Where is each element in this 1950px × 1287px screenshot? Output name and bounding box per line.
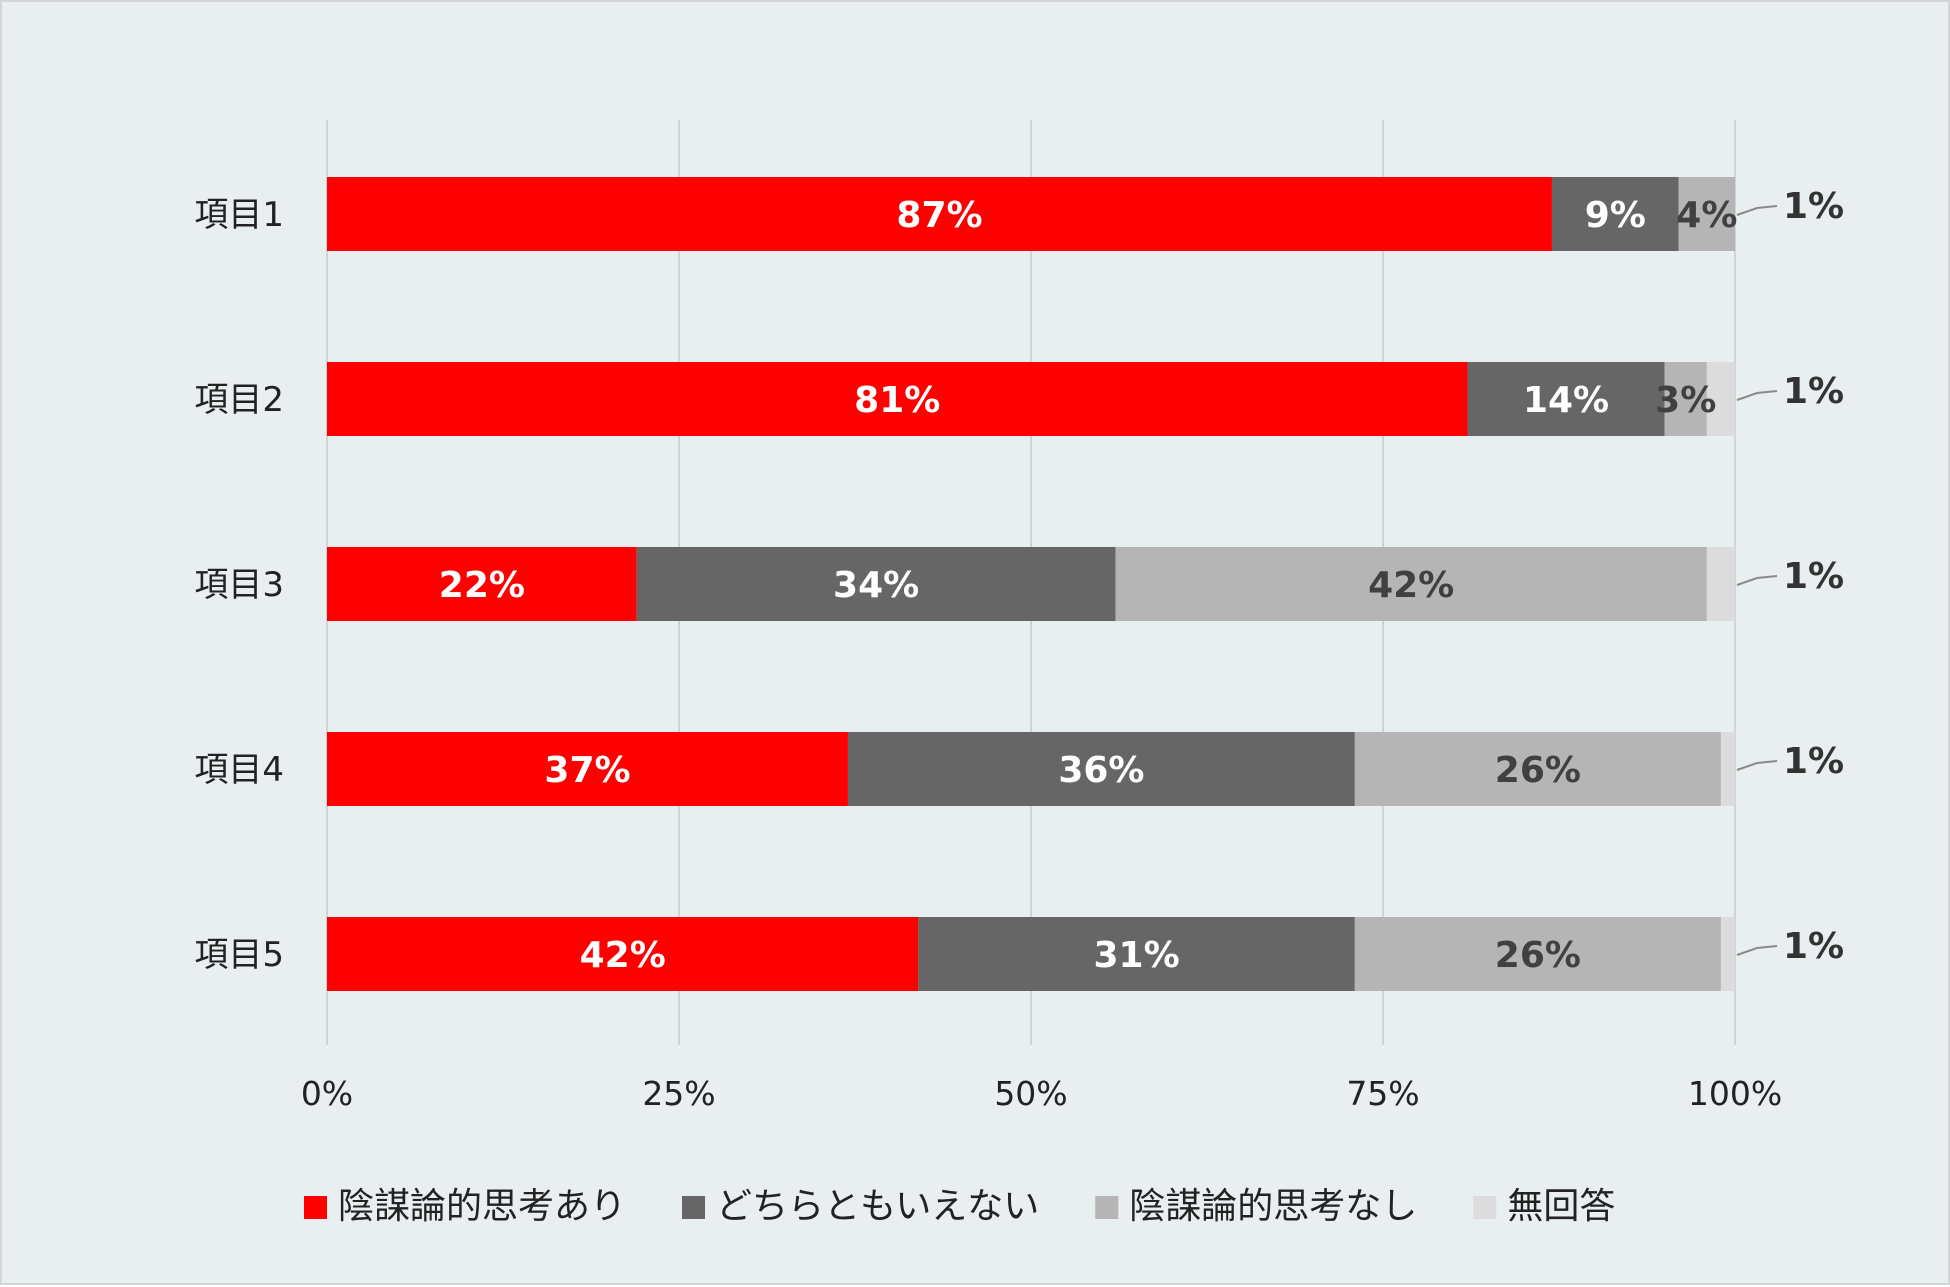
bar-segment: [636, 547, 1116, 621]
data-label: 22%: [439, 565, 525, 606]
data-label-outside: 1%: [1783, 186, 1844, 227]
data-label: 36%: [1058, 750, 1144, 791]
bar-segment: [918, 917, 1355, 991]
data-label: 3%: [1655, 380, 1716, 421]
data-label: 37%: [544, 750, 630, 791]
data-label: 31%: [1094, 935, 1180, 976]
bar-segment: [1354, 732, 1721, 806]
bar-segment: [327, 362, 1468, 436]
legend-label: 陰謀論的思考なし: [1129, 1186, 1417, 1227]
data-label: 87%: [896, 195, 982, 236]
data-label: 34%: [833, 565, 919, 606]
bar-segment: [327, 732, 848, 806]
x-tick-label: 0%: [301, 1074, 353, 1113]
label-layer: 87% 9% 4% 1% 81% 14% 3% 1% 22% 34% 42% 1% 37% 36% 26% 1…: [439, 186, 1844, 976]
legend: 陰謀論的思考あり どちらともいえない 陰謀論的思考なし 無回答: [304, 1186, 1615, 1227]
category-label: 項目1: [194, 195, 284, 235]
data-label-outside: 1%: [1783, 556, 1844, 597]
category-label: 項目2: [194, 380, 284, 420]
category-label: 項目5: [194, 935, 284, 975]
legend-label: 陰謀論的思考あり: [338, 1186, 626, 1227]
bar-segment: [1467, 362, 1665, 436]
legend-swatch: [1473, 1196, 1497, 1219]
legend-label: どちらともいえない: [716, 1186, 1039, 1227]
data-label: 9%: [1585, 195, 1646, 236]
data-label: 26%: [1495, 935, 1581, 976]
bar-segment: [1720, 732, 1735, 806]
legend-swatch: [682, 1196, 706, 1219]
data-label: 14%: [1523, 380, 1609, 421]
data-label: 42%: [1368, 565, 1454, 606]
bar-segment: [847, 732, 1355, 806]
leader-line: [1736, 575, 1778, 586]
leader-line: [1736, 945, 1778, 956]
bar-segment: [1706, 362, 1735, 436]
axis-layer: 0% 25% 50% 75% 100% 項目1 項目2 項目3 項目4 項目5: [194, 195, 1782, 1113]
bar-segment: [1720, 917, 1735, 991]
x-tick-label: 50%: [994, 1074, 1067, 1113]
data-label: 81%: [854, 380, 940, 421]
x-tick-label: 25%: [642, 1074, 715, 1113]
leader-line: [1736, 390, 1778, 401]
bar-segment: [327, 177, 1552, 251]
data-label-outside: 1%: [1783, 371, 1844, 412]
legend-swatch: [304, 1196, 327, 1219]
category-label: 項目3: [194, 565, 284, 605]
data-label-outside: 1%: [1783, 926, 1844, 967]
bar-segment: [1678, 177, 1735, 251]
bar-segment: [1115, 547, 1707, 621]
bar-segment: [327, 917, 919, 991]
data-label-outside: 1%: [1783, 741, 1844, 782]
leader-line: [1736, 760, 1778, 771]
bar-segment: [1354, 917, 1721, 991]
bar-segment: [1551, 177, 1679, 251]
leader-line: [1736, 205, 1778, 216]
x-tick-label: 75%: [1346, 1074, 1419, 1113]
category-label: 項目4: [194, 750, 284, 790]
legend-label: 無回答: [1507, 1186, 1615, 1227]
bar-segment: [327, 547, 637, 621]
bar-segment: [1706, 547, 1735, 621]
legend-swatch: [1095, 1196, 1119, 1219]
data-label: 42%: [580, 935, 666, 976]
data-label: 4%: [1676, 195, 1737, 236]
bar-layer: [327, 177, 1735, 991]
data-label: 26%: [1495, 750, 1581, 791]
bar-segment: [1664, 362, 1707, 436]
x-tick-label: 100%: [1688, 1074, 1782, 1113]
